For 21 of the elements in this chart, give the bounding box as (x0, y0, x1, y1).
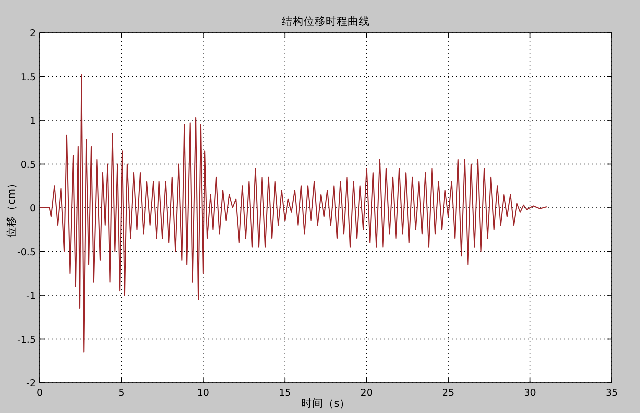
y-tick-label: -0.5 (17, 247, 36, 258)
x-tick-label: 20 (360, 388, 373, 399)
y-tick-label: 0.5 (20, 160, 36, 171)
x-tick-label: 10 (197, 388, 210, 399)
chart-title: 结构位移时程曲线 (282, 15, 370, 28)
x-axis-title: 时间（s） (301, 397, 351, 410)
x-tick-label: 30 (524, 388, 536, 399)
y-axis-title: 位移（cm） (6, 178, 18, 238)
y-tick-label: -2 (26, 378, 36, 390)
y-tick-label: 1.5 (20, 72, 36, 84)
x-tick-label: 35 (606, 388, 618, 399)
y-tick-label: 1 (30, 116, 36, 127)
y-tick-label: 2 (30, 28, 36, 40)
x-tick-label: 25 (442, 388, 455, 399)
x-tick-label: 0 (36, 388, 44, 399)
y-tick-label: -1.5 (17, 334, 36, 346)
line-series (40, 74, 548, 353)
x-tick-label: 5 (118, 388, 125, 399)
x-tick-label: 15 (279, 388, 292, 399)
y-tick-label: -1 (26, 291, 36, 302)
y-tick-label: 0 (30, 204, 36, 214)
